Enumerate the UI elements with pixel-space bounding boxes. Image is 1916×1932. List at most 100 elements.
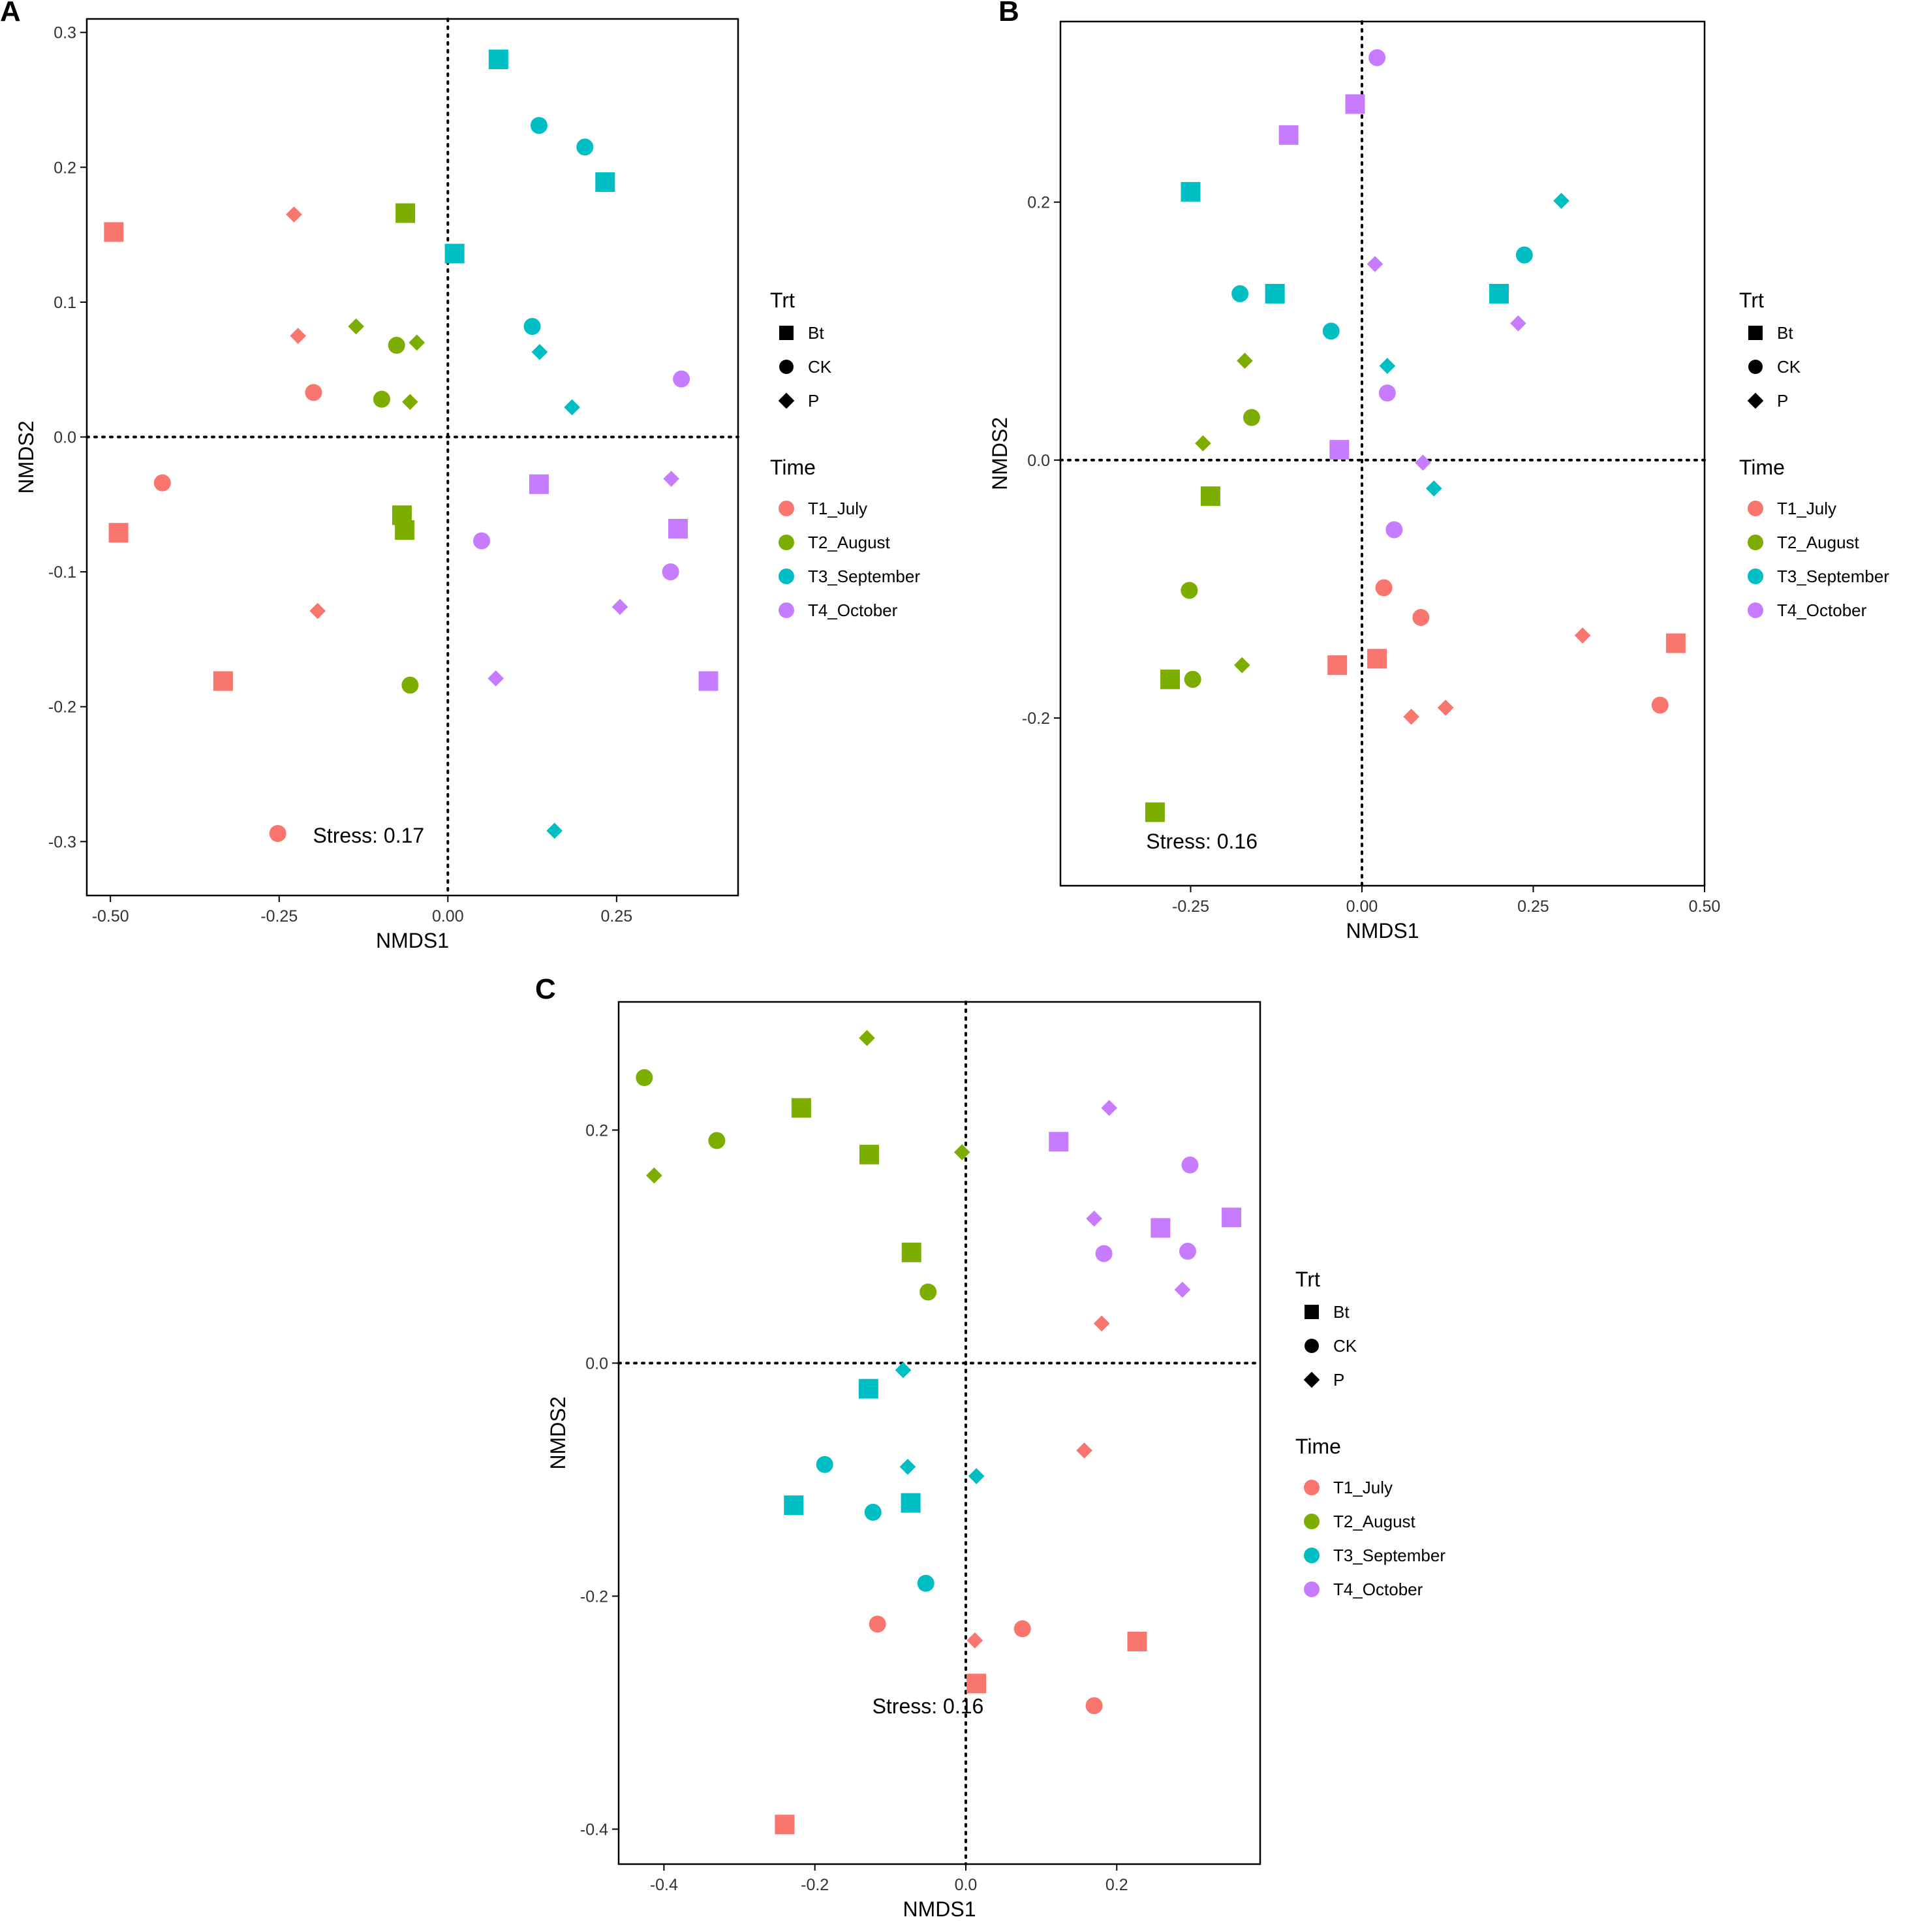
y-axis-title: NMDS2 [14, 420, 38, 493]
point-t4-october-bt [1151, 1218, 1171, 1238]
legend-label-ck: CK [1333, 1336, 1357, 1356]
legend-label-ck: CK [1777, 357, 1801, 377]
legend-key-t1-july [1304, 1480, 1320, 1495]
point-t4-october-p [1086, 1210, 1102, 1227]
panel-label: B [998, 0, 1019, 27]
legend-key-t2-august [1304, 1514, 1320, 1529]
x-axis-title: NMDS1 [376, 929, 449, 952]
point-t3-september-ck [816, 1456, 833, 1473]
legend-key-ck [1748, 360, 1763, 374]
legend-key-t4-october [1304, 1581, 1320, 1597]
legend-label-bt: Bt [808, 323, 824, 343]
point-t2-august-ck [401, 676, 419, 694]
point-t4-october-p [611, 599, 628, 615]
point-t1-july-ck [153, 474, 171, 491]
point-t2-august-ck [1243, 409, 1260, 426]
y-tick-label: -0.2 [580, 1587, 608, 1606]
legend-key-t1-july [779, 501, 794, 516]
point-t3-september-bt [595, 172, 615, 193]
point-t1-july-ck [305, 384, 322, 401]
legend-key-t2-august [1748, 535, 1763, 550]
legend: Trt Bt CK P Time T1_July T2_August T3_September… [1739, 288, 1889, 620]
panel-label: C [535, 973, 556, 1005]
x-tick-label: 0.25 [601, 907, 633, 926]
panel-label: A [0, 0, 21, 27]
point-t1-july-p [1076, 1442, 1092, 1459]
legend-key-t3-september [1748, 569, 1763, 584]
legend-label-t3-september: T3_September [1333, 1546, 1445, 1565]
y-tick-label: 0.3 [54, 24, 76, 42]
point-t2-august-p [859, 1030, 875, 1046]
y-axis-title: NMDS2 [546, 1396, 570, 1469]
point-t3-september-ck [576, 138, 594, 156]
point-t3-september-bt [1265, 283, 1285, 304]
y-tick-label: 0.2 [1027, 194, 1050, 212]
legend: Trt Bt CK P Time T1_July T2_August T3_September… [1295, 1268, 1445, 1599]
legend-label-t3-september: T3_September [1777, 567, 1889, 586]
point-t4-october-ck [473, 532, 491, 550]
legend-key-t3-september [779, 569, 794, 584]
point-t1-july-p [1574, 627, 1591, 644]
point-t2-august-p [1195, 435, 1211, 452]
y-tick-label: -0.2 [48, 698, 76, 717]
x-tick-label: -0.4 [650, 1876, 678, 1894]
point-t4-october-bt [1222, 1208, 1242, 1228]
point-t1-july-bt [1327, 655, 1348, 676]
point-t4-october-bt [1345, 94, 1365, 114]
point-t2-august-bt [1160, 669, 1180, 689]
point-t1-july-p [1093, 1315, 1110, 1332]
legend-time-title: Time [770, 456, 816, 479]
y-tick-label: -0.3 [48, 833, 76, 851]
x-tick-label: -0.25 [260, 907, 298, 926]
point-t2-august-p [646, 1167, 662, 1184]
point-t3-september-ck [530, 117, 548, 134]
point-t4-october-p [1367, 256, 1383, 272]
data-points [636, 1030, 1242, 1835]
legend-key-t1-july [1748, 501, 1763, 516]
legend: Trt Bt CK P Time T1_July T2_August T3_September… [770, 288, 920, 620]
point-t2-august-ck [636, 1069, 653, 1087]
point-t3-september-p [564, 399, 580, 416]
point-t1-july-ck [1375, 579, 1393, 597]
point-t1-july-p [966, 1632, 983, 1649]
point-t1-july-bt [1665, 633, 1686, 653]
point-t2-august-ck [1184, 670, 1201, 688]
point-t1-july-p [290, 328, 307, 344]
point-t2-august-bt [901, 1242, 921, 1262]
point-t3-september-p [1379, 358, 1396, 374]
point-t2-august-p [1237, 352, 1253, 369]
point-t1-july-bt [966, 1674, 987, 1694]
point-t4-october-p [663, 471, 679, 487]
x-tick-label: 0.2 [1105, 1876, 1128, 1894]
x-tick-label: -0.50 [92, 907, 129, 926]
point-t1-july-ck [269, 824, 286, 842]
point-t4-october-bt [1329, 440, 1350, 460]
legend-key-p [1303, 1371, 1320, 1388]
legend-time-title: Time [1295, 1435, 1341, 1458]
point-t3-september-bt [1181, 181, 1201, 202]
point-t2-august-bt [1145, 802, 1165, 822]
y-tick-label: 0.2 [585, 1121, 608, 1140]
point-t2-august-bt [791, 1098, 811, 1118]
point-t3-september-ck [864, 1503, 882, 1521]
plot-frame [85, 18, 739, 897]
point-t4-october-p [487, 670, 504, 687]
point-t4-october-bt [668, 519, 688, 539]
y-tick-label: 0.2 [54, 159, 76, 177]
point-t3-september-ck [523, 318, 541, 335]
y-tick-label: -0.4 [580, 1820, 608, 1839]
y-axis-title: NMDS2 [988, 417, 1012, 490]
legend-label-t4-october: T4_October [1777, 600, 1867, 620]
point-t4-october-p [1174, 1281, 1191, 1298]
x-axis-title: NMDS1 [903, 1897, 976, 1921]
panel-b: B Stress: 0.16 -0.25 0.00 0.25 0.50 -0.2 0.0 0.2… [988, 0, 1889, 943]
point-t1-july-ck [1412, 608, 1430, 626]
point-t3-september-bt [784, 1495, 804, 1516]
point-t4-october-p [1510, 315, 1526, 332]
legend-key-t2-august [779, 535, 794, 550]
point-t2-august-p [953, 1144, 970, 1161]
y-tick-label: 0.1 [54, 294, 76, 312]
point-t3-september-p [895, 1362, 912, 1379]
legend-trt-title: Trt [1295, 1268, 1320, 1291]
